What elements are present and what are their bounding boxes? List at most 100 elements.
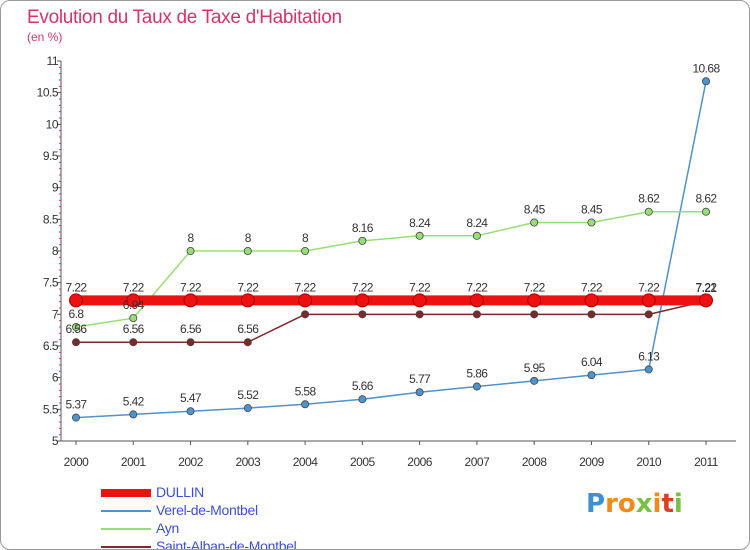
data-point <box>644 310 653 319</box>
x-tick-label: 2005 <box>350 455 376 469</box>
data-label: 8.24 <box>466 216 488 230</box>
data-label: 8 <box>188 231 195 245</box>
data-point <box>530 376 539 385</box>
data-label: 7.22 <box>352 280 374 294</box>
legend-label: Verel-de-Montbel <box>156 502 258 518</box>
y-tick-label: 6.5 <box>43 339 59 353</box>
data-label: 8 <box>245 231 252 245</box>
data-label: 5.86 <box>466 367 488 381</box>
y-tick-label: 5.5 <box>43 402 59 416</box>
data-label: 8 <box>302 231 309 245</box>
legend-swatch <box>101 510 151 512</box>
data-label: 7.22 <box>295 280 317 294</box>
data-point <box>584 293 599 308</box>
series-markers <box>69 77 713 422</box>
data-label: 6.56 <box>123 322 145 336</box>
data-label: 6.94 <box>123 298 145 312</box>
y-tick-label: 11 <box>47 54 59 68</box>
data-point <box>530 310 539 319</box>
data-point <box>415 310 424 319</box>
y-tick-label: 5 <box>52 434 59 448</box>
data-point <box>415 231 424 240</box>
data-point <box>358 395 367 404</box>
data-point <box>243 246 252 255</box>
x-tick-label: 2006 <box>407 455 433 469</box>
data-point <box>72 322 81 331</box>
data-point <box>472 382 481 391</box>
y-tick-label: 9 <box>52 181 59 195</box>
logo-letter: P <box>586 489 606 519</box>
x-tick-label: 2007 <box>465 455 491 469</box>
logo-letter: x <box>635 489 653 519</box>
series-line-verel-de-montbel <box>75 81 707 419</box>
logo-letter: t <box>661 489 674 519</box>
y-tick-label: 10 <box>46 117 59 131</box>
data-point <box>412 293 427 308</box>
series-line-saint-alban-de-montbel <box>76 300 707 343</box>
data-point <box>702 77 711 86</box>
logo-letter: i <box>652 489 662 519</box>
data-label: 8.24 <box>409 216 431 230</box>
data-point <box>469 293 484 308</box>
data-point <box>358 310 367 319</box>
data-label: 6.56 <box>66 322 88 336</box>
x-tick-label: 2011 <box>694 455 719 469</box>
data-point <box>355 293 370 308</box>
data-label: 5.66 <box>352 379 374 393</box>
x-tick-label: 2009 <box>579 455 605 469</box>
data-point <box>587 218 596 227</box>
data-point <box>186 246 195 255</box>
data-point <box>183 293 198 308</box>
data-label: 10.68 <box>692 61 720 75</box>
x-tick-label: 2002 <box>178 455 204 469</box>
x-tick-label: 2001 <box>121 455 147 469</box>
data-point <box>641 293 656 308</box>
y-tick-label: 7 <box>52 307 59 321</box>
axes: 5 5.5 6 6.5 7 7.5 8 8.5 9 9.5 10 10.5 11 2000 2001 2002… <box>37 54 736 469</box>
y-tick-label: 8.5 <box>43 212 59 226</box>
data-point <box>527 293 542 308</box>
data-point <box>699 293 713 308</box>
x-tick-label: 2010 <box>636 455 662 469</box>
data-point <box>415 388 424 397</box>
data-point <box>186 338 195 347</box>
data-point <box>587 310 596 319</box>
proxiti-logo: Proxiti <box>586 489 683 519</box>
data-label: 6.8 <box>69 307 85 321</box>
legend-label: Ayn <box>156 520 179 536</box>
data-label: 7.22 <box>524 280 546 294</box>
data-point <box>72 338 81 347</box>
data-point <box>129 338 138 347</box>
data-point <box>472 310 481 319</box>
data-label: 7.21 <box>696 281 718 295</box>
y-tick-label: 9.5 <box>43 149 59 163</box>
data-point <box>644 365 653 374</box>
x-tick-label: 2008 <box>522 455 548 469</box>
data-label: 7.22 <box>237 280 259 294</box>
value-labels: 7.22 7.22 7.22 7.22 7.22 7.22 7.22 7.22 7.22 7.22… <box>66 61 722 411</box>
data-label: 5.77 <box>409 372 431 386</box>
data-label: 6.56 <box>237 322 259 336</box>
data-point <box>301 400 310 409</box>
legend-label: Saint-Alban-de-Montbel <box>156 538 297 550</box>
data-point <box>298 293 313 308</box>
data-label: 7.22 <box>466 280 488 294</box>
data-point <box>530 218 539 227</box>
logo-letter: r <box>605 489 618 519</box>
data-label: 5.58 <box>295 384 317 398</box>
data-label: 6.04 <box>581 355 603 369</box>
data-label: 5.47 <box>180 391 202 405</box>
data-point <box>243 338 252 347</box>
legend-swatch <box>101 528 151 530</box>
data-label: 7.22 <box>581 280 603 294</box>
data-label: 8.45 <box>581 203 603 217</box>
logo-letter: o <box>617 489 636 519</box>
data-point <box>358 236 367 245</box>
x-tick-label: 2003 <box>235 455 261 469</box>
data-point <box>243 404 252 413</box>
data-point <box>644 207 653 216</box>
series-lines <box>75 81 707 419</box>
data-point <box>240 293 255 308</box>
